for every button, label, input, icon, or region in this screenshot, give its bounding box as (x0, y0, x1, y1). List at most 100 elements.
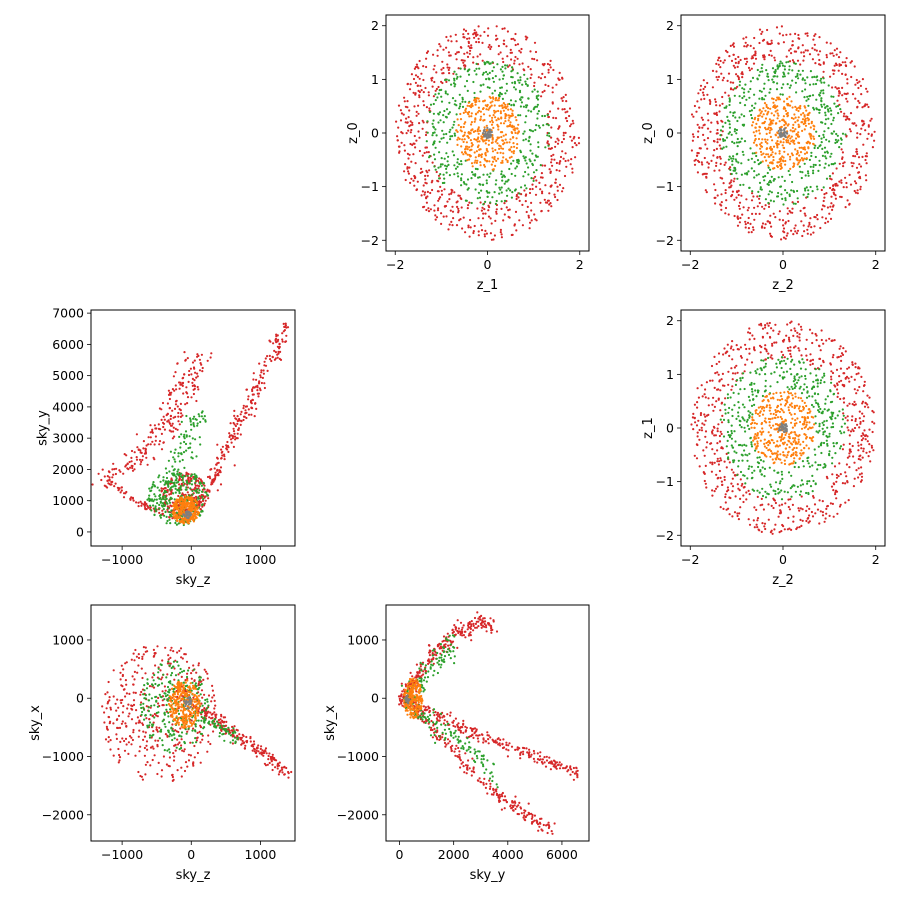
data-point (504, 103, 507, 106)
data-point (821, 121, 824, 124)
data-points (690, 320, 876, 535)
data-point (791, 106, 794, 109)
data-point (559, 155, 563, 159)
data-point (809, 94, 812, 97)
data-point (783, 150, 786, 153)
data-point (418, 96, 421, 99)
data-point (458, 163, 461, 166)
data-point (851, 428, 854, 431)
data-point (425, 151, 428, 154)
data-point (814, 33, 817, 36)
data-point (781, 144, 784, 147)
data-point (502, 109, 505, 112)
data-point (858, 417, 861, 420)
data-point (201, 503, 204, 506)
data-point (551, 86, 554, 89)
data-point (425, 201, 428, 204)
data-point (470, 177, 473, 180)
data-point (275, 333, 278, 336)
data-point (463, 52, 466, 55)
data-point (702, 133, 705, 136)
data-point (483, 233, 486, 236)
data-point (739, 216, 742, 220)
data-point (822, 186, 825, 189)
data-point (696, 135, 700, 139)
data-point (460, 59, 463, 62)
y-tick-label: 0 (666, 126, 674, 141)
data-point (724, 212, 727, 215)
data-point (543, 89, 546, 92)
data-point (466, 153, 469, 156)
data-point (440, 88, 443, 91)
data-point (801, 118, 805, 121)
data-point (865, 152, 868, 155)
data-point (825, 56, 829, 59)
data-point (715, 76, 718, 79)
data-point (778, 152, 781, 155)
data-point (808, 142, 811, 145)
data-point (774, 110, 777, 113)
data-point (748, 347, 751, 350)
data-point (473, 151, 476, 154)
data-point (772, 200, 776, 203)
data-point (502, 143, 505, 146)
data-point (135, 433, 138, 436)
data-point (426, 171, 429, 174)
data-point (758, 323, 761, 326)
data-point (804, 124, 808, 127)
data-point (431, 179, 434, 182)
data-point (769, 135, 773, 138)
data-point (731, 340, 734, 343)
data-point (130, 460, 133, 463)
data-point (851, 361, 854, 364)
data-point (832, 191, 835, 194)
data-point (453, 79, 456, 82)
data-point (534, 175, 537, 178)
data-point (177, 455, 180, 458)
data-point (479, 84, 482, 87)
data-point (836, 134, 839, 137)
data-point (495, 199, 498, 203)
data-point (404, 178, 407, 182)
data-point (753, 346, 756, 349)
data-point (714, 188, 717, 192)
data-point (139, 500, 142, 503)
data-point (719, 59, 722, 63)
data-point (459, 102, 462, 105)
data-point (410, 160, 413, 163)
data-point (821, 500, 824, 503)
data-point (788, 173, 792, 176)
data-point (519, 76, 522, 79)
data-point (190, 428, 193, 431)
data-point (736, 224, 740, 227)
data-point (186, 392, 189, 395)
data-point (707, 119, 710, 122)
data-point (196, 372, 199, 375)
data-point (419, 84, 422, 87)
data-point (848, 466, 851, 469)
data-point (269, 340, 272, 343)
data-point (493, 111, 496, 114)
data-point (759, 143, 762, 146)
data-point (197, 388, 200, 391)
data-point (533, 84, 536, 88)
data-point (761, 222, 765, 225)
data-point (763, 156, 766, 159)
data-point (700, 161, 703, 164)
data-point (443, 177, 446, 180)
data-point (510, 70, 513, 73)
data-point (788, 68, 791, 71)
data-point (769, 126, 772, 130)
data-point (700, 429, 704, 432)
data-point (867, 125, 870, 128)
data-point (530, 73, 533, 76)
data-point (451, 150, 454, 153)
data-point (794, 128, 797, 131)
data-point (782, 227, 786, 230)
data-point (715, 473, 718, 476)
data-point (482, 132, 485, 135)
data-point (487, 27, 490, 30)
data-point (565, 117, 568, 120)
data-point (853, 404, 856, 407)
data-point (835, 47, 839, 50)
